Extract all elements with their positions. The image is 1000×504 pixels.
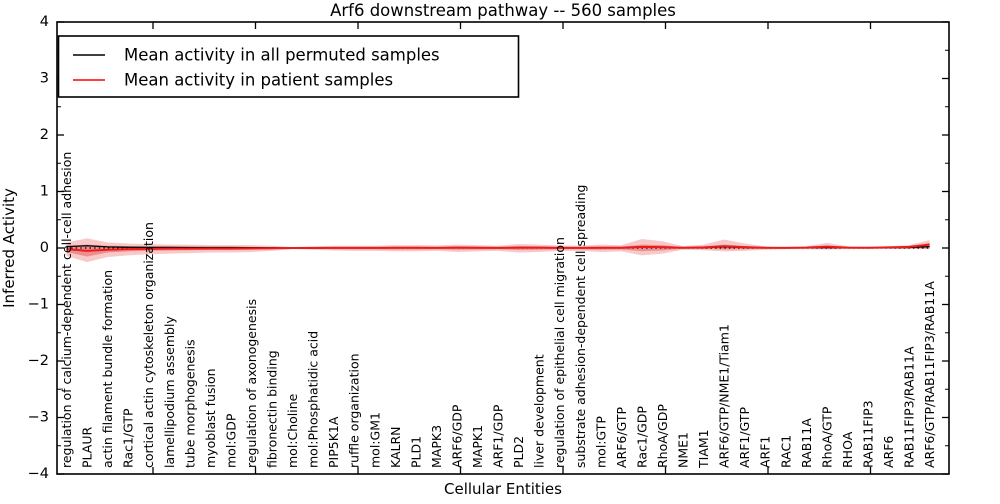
x-tick-label: mol:GTP xyxy=(593,416,608,468)
x-tick-label: PLD2 xyxy=(511,436,526,468)
y-tick-label: 3 xyxy=(40,71,49,87)
x-tick-label: mol:GM1 xyxy=(367,412,382,468)
y-tick-label: 0 xyxy=(40,240,49,256)
x-tick-label: liver development xyxy=(532,354,547,468)
x-tick-label: ARF1/GDP xyxy=(491,404,506,468)
legend-label-patient: Mean activity in patient samples xyxy=(124,71,393,90)
x-tick-label: PIP5K1A xyxy=(326,416,341,468)
x-tick-label: ARF6/GTP xyxy=(614,407,629,468)
x-tick-label: substrate adhesion-dependent cell spread… xyxy=(573,185,588,468)
x-tick-label: mol:Choline xyxy=(285,393,300,468)
x-tick-label: PLAUR xyxy=(80,427,95,468)
x-tick-label: ARF6 xyxy=(881,436,896,468)
x-tick-label: regulation of calcium-dependent cell-cel… xyxy=(59,152,74,468)
x-tick-label: ruffle organization xyxy=(347,353,362,468)
x-tick-label: ARF6/GTP/RAB11FIP3/RAB11A xyxy=(922,281,937,468)
legend: Mean activity in all permuted samples Me… xyxy=(57,35,520,98)
y-tick-label: −2 xyxy=(28,353,49,369)
x-tick-label: MAPK3 xyxy=(429,425,444,468)
x-tick-label: RhoA/GDP xyxy=(655,404,670,468)
x-tick-label: ARF1 xyxy=(758,436,773,468)
x-tick-label: NME1 xyxy=(676,432,691,468)
x-tick-label: lamellipodium assembly xyxy=(162,316,177,468)
x-tick-label: ARF1/GTP xyxy=(737,407,752,468)
legend-label-permuted: Mean activity in all permuted samples xyxy=(124,46,440,65)
y-tick-label: −3 xyxy=(28,410,49,426)
x-tick-label: TIAM1 xyxy=(696,429,711,469)
y-tick-label: 1 xyxy=(40,184,49,200)
x-tick-label: myoblast fusion xyxy=(203,368,218,468)
x-tick-label: mol:Phosphatidic acid xyxy=(306,331,321,468)
patient-band-outer xyxy=(66,238,930,263)
x-tick-label: regulation of epithelial cell migration xyxy=(552,237,567,468)
y-tick-label: 2 xyxy=(40,127,49,143)
x-tick-label: cortical actin cytoskeleton organization xyxy=(141,222,156,468)
y-axis-title: Inferred Activity xyxy=(0,188,18,308)
x-tick-label: RAB11FIP3 xyxy=(860,400,875,468)
y-tick-label: −4 xyxy=(28,466,49,482)
x-tick-label: RHOA xyxy=(840,431,855,468)
x-tick-label: RAB11A xyxy=(799,418,814,468)
x-tick-label: mol:GDP xyxy=(223,413,238,468)
x-tick-label: ARF6/GDP xyxy=(449,404,464,468)
x-tick-label: regulation of axonogenesis xyxy=(244,299,259,468)
x-tick-label: KALRN xyxy=(388,426,403,468)
plot-area: 4 3 2 1 0 −1 −2 −3 −4 regulation of calcium-depen… xyxy=(28,14,950,482)
x-axis-title: Cellular Entities xyxy=(444,480,562,498)
y-tick-label: 4 xyxy=(40,14,49,30)
chart-title: Arf6 downstream pathway -- 560 samples xyxy=(330,1,676,20)
patient-mean-line xyxy=(66,243,930,252)
x-tick-label: ARF6/GTP/NME1/Tiam1 xyxy=(717,324,732,468)
x-tick-label: MAPK1 xyxy=(470,425,485,468)
legend-box xyxy=(57,35,520,98)
x-tick-label: PLD1 xyxy=(408,436,423,468)
x-tick-label: RhoA/GTP xyxy=(819,406,834,468)
x-tick-label: Rac1/GTP xyxy=(121,408,136,468)
x-tick-label: RAB11FIP3/RAB11A xyxy=(902,346,917,468)
x-tick-label: Rac1/GDP xyxy=(634,406,649,468)
x-tick-label: actin filament bundle formation xyxy=(100,270,115,468)
x-tick-label: fibronectin binding xyxy=(265,350,280,468)
x-tick-label: tube morphogenesis xyxy=(182,339,197,468)
y-tick-label: −1 xyxy=(28,297,49,313)
x-tick-label: RAC1 xyxy=(778,435,793,468)
